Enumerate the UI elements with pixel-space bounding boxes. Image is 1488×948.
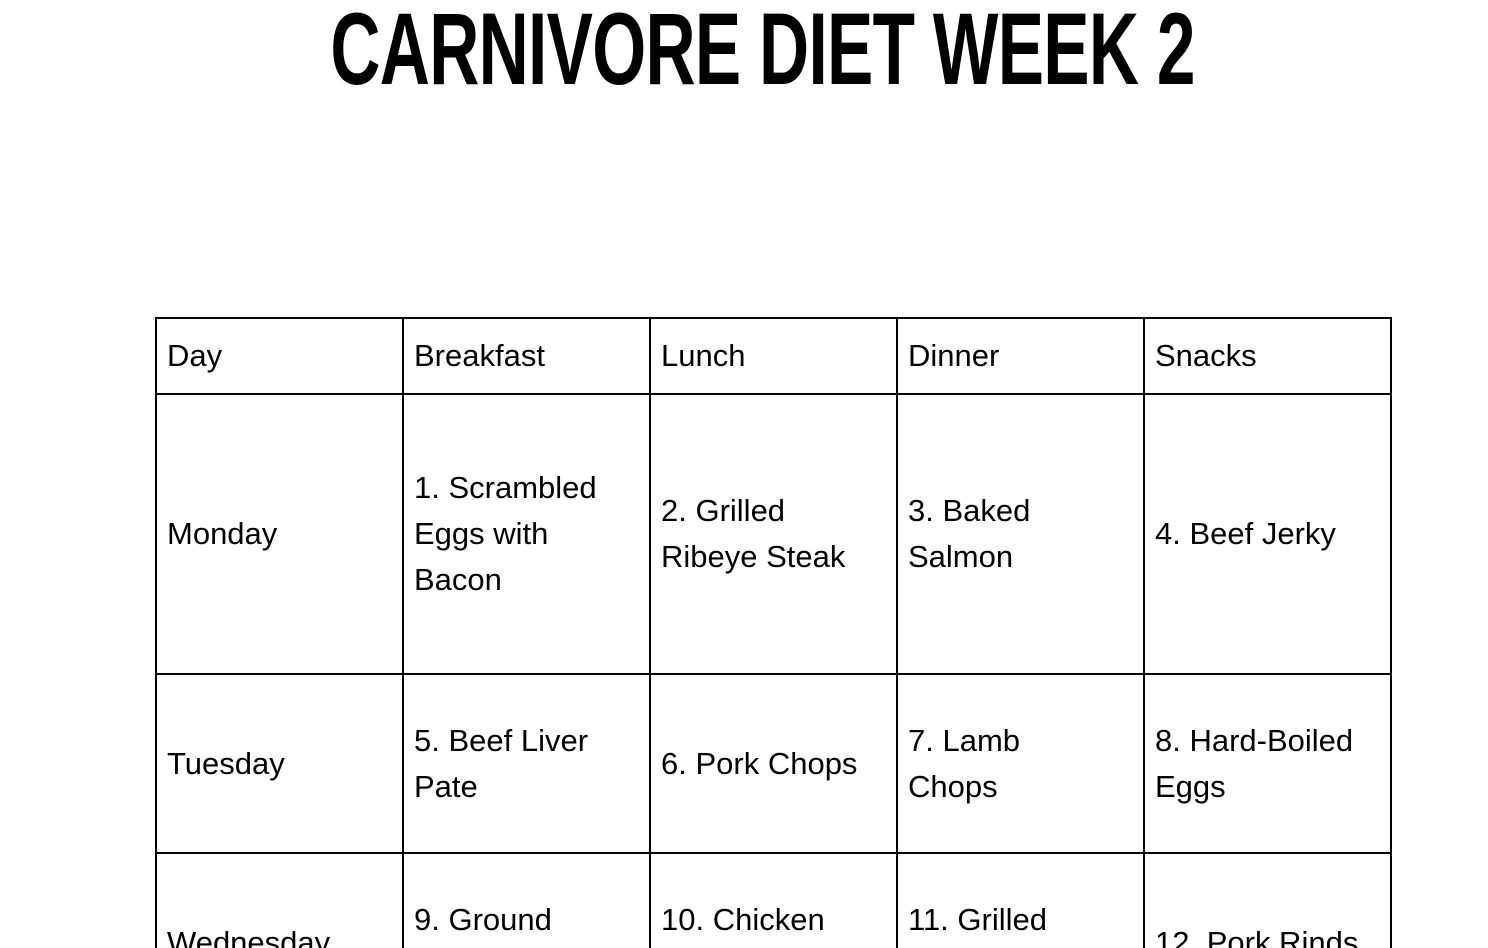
table-row-monday: Monday 1. Scrambled Eggs with Bacon 2. G… (155, 393, 1392, 675)
cell-tuesday-snacks: 8. Hard-Boiled Eggs (1143, 673, 1392, 854)
header-cell-dinner: Dinner (896, 317, 1145, 395)
cell-wednesday-snacks: 12. Pork Rinds (1143, 852, 1392, 948)
cell-monday-breakfast: 1. Scrambled Eggs with Bacon (402, 393, 651, 675)
cell-monday-lunch: 2. Grilled Ribeye Steak (649, 393, 898, 675)
cell-wednesday-day: Wednesday (155, 852, 404, 948)
cell-monday-dinner: 3. Baked Salmon (896, 393, 1145, 675)
cell-wednesday-lunch: 10. Chicken (649, 852, 898, 948)
header-cell-snacks: Snacks (1143, 317, 1392, 395)
cell-tuesday-dinner: 7. Lamb Chops (896, 673, 1145, 854)
cell-monday-day: Monday (155, 393, 404, 675)
table-row-wednesday: Wednesday 9. Ground 10. Chicken 11. Gril… (155, 852, 1392, 948)
cell-wednesday-dinner: 11. Grilled (896, 852, 1145, 948)
cell-monday-snacks: 4. Beef Jerky (1143, 393, 1392, 675)
table-row-tuesday: Tuesday 5. Beef Liver Pate 6. Pork Chops… (155, 673, 1392, 854)
meal-plan-table: Day Breakfast Lunch Dinner Snacks Monday… (155, 317, 1392, 948)
cell-wednesday-breakfast: 9. Ground (402, 852, 651, 948)
cell-tuesday-breakfast: 5. Beef Liver Pate (402, 673, 651, 854)
header-cell-lunch: Lunch (649, 317, 898, 395)
page-title: CARNIVORE DIET WEEK 2 (330, 0, 1196, 106)
title-container: CARNIVORE DIET WEEK 2 (0, 0, 1488, 107)
header-row: Day Breakfast Lunch Dinner Snacks (155, 317, 1392, 395)
cell-tuesday-day: Tuesday (155, 673, 404, 854)
cell-tuesday-lunch: 6. Pork Chops (649, 673, 898, 854)
header-cell-day: Day (155, 317, 404, 395)
header-cell-breakfast: Breakfast (402, 317, 651, 395)
